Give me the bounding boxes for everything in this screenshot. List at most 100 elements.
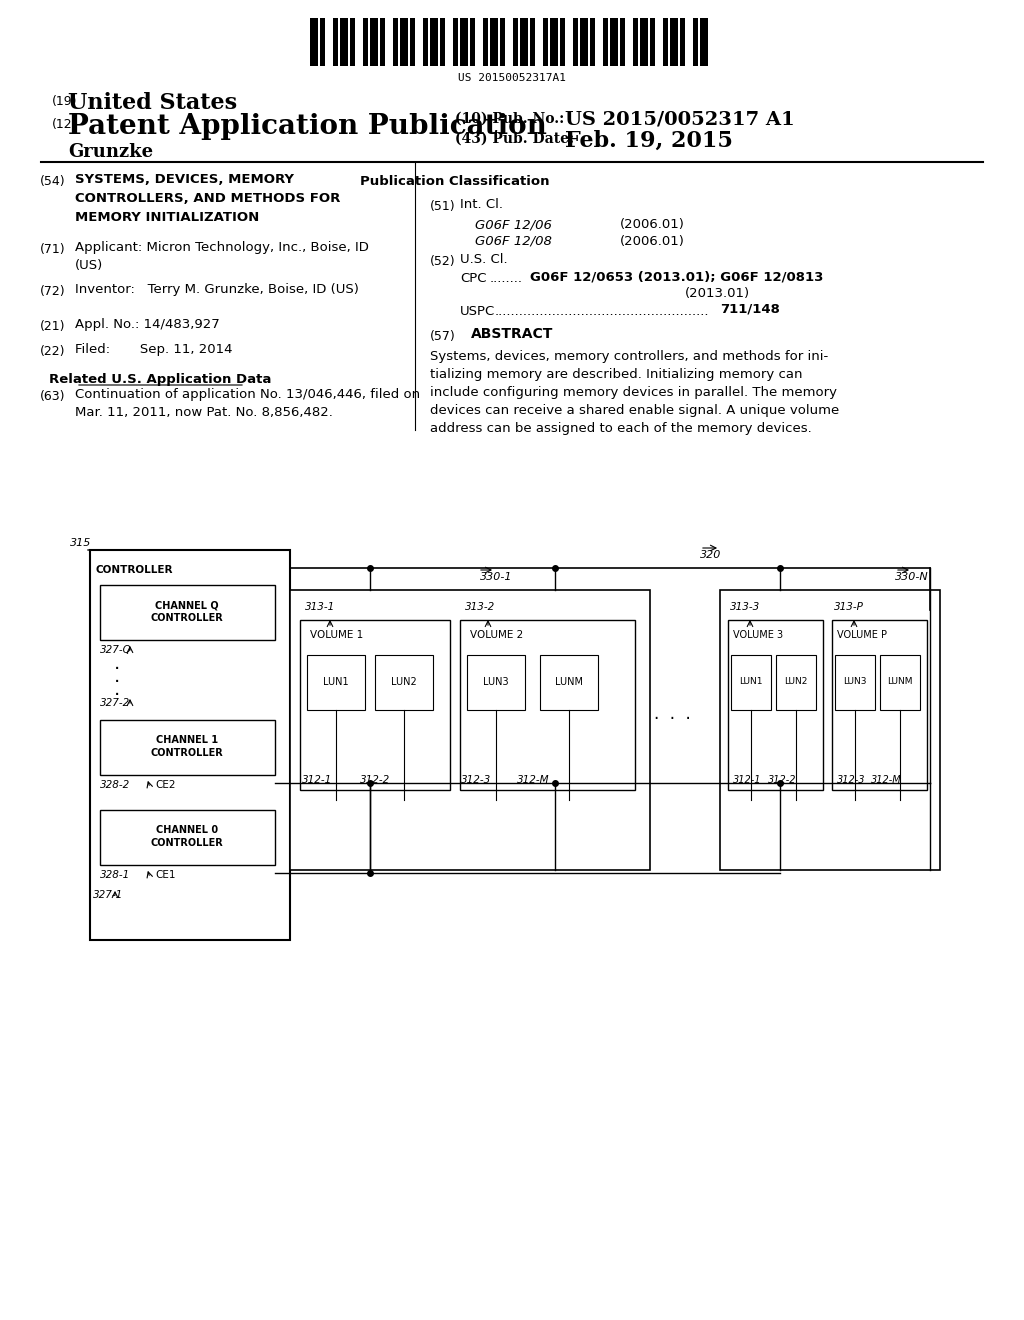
Text: Systems, devices, memory controllers, and methods for ini-
tializing memory are : Systems, devices, memory controllers, an… xyxy=(430,350,840,436)
Text: 312-M: 312-M xyxy=(870,775,901,785)
Text: LUNM: LUNM xyxy=(555,677,583,686)
Text: (12): (12) xyxy=(52,117,78,131)
Bar xyxy=(633,18,638,66)
Text: SYSTEMS, DEVICES, MEMORY
CONTROLLERS, AND METHODS FOR
MEMORY INITIALIZATION: SYSTEMS, DEVICES, MEMORY CONTROLLERS, AN… xyxy=(75,173,340,224)
Text: (22): (22) xyxy=(40,345,66,358)
Text: 330-1: 330-1 xyxy=(480,572,512,582)
Text: ·: · xyxy=(114,660,120,678)
Text: Filed:       Sep. 11, 2014: Filed: Sep. 11, 2014 xyxy=(75,343,232,356)
Text: (10) Pub. No.:: (10) Pub. No.: xyxy=(455,112,564,125)
Bar xyxy=(440,18,445,66)
FancyBboxPatch shape xyxy=(835,655,874,710)
Bar xyxy=(400,18,408,66)
Text: Related U.S. Application Data: Related U.S. Application Data xyxy=(49,374,271,385)
Text: 328-1: 328-1 xyxy=(100,870,130,880)
Bar xyxy=(482,18,487,66)
Bar xyxy=(580,18,588,66)
Text: 313-1: 313-1 xyxy=(305,602,335,612)
Bar xyxy=(470,18,475,66)
Text: CHANNEL 0: CHANNEL 0 xyxy=(156,825,218,836)
Text: ....................................................: ........................................… xyxy=(495,305,710,318)
Text: G06F 12/06: G06F 12/06 xyxy=(475,218,552,231)
Bar xyxy=(453,18,458,66)
Text: ........: ........ xyxy=(490,272,523,285)
Text: (2006.01): (2006.01) xyxy=(620,235,685,248)
FancyBboxPatch shape xyxy=(290,590,650,870)
Bar xyxy=(430,18,437,66)
Text: Publication Classification: Publication Classification xyxy=(360,176,550,187)
Text: LUN1: LUN1 xyxy=(324,677,349,686)
Text: G06F 12/08: G06F 12/08 xyxy=(475,235,552,248)
FancyBboxPatch shape xyxy=(467,655,525,710)
Text: US 20150052317A1: US 20150052317A1 xyxy=(458,73,566,83)
Text: LUNM: LUNM xyxy=(887,677,912,686)
Bar xyxy=(370,18,378,66)
Text: (2013.01): (2013.01) xyxy=(685,286,751,300)
FancyBboxPatch shape xyxy=(880,655,920,710)
Text: VOLUME P: VOLUME P xyxy=(837,630,887,640)
FancyBboxPatch shape xyxy=(375,655,433,710)
Bar xyxy=(663,18,668,66)
FancyBboxPatch shape xyxy=(307,655,365,710)
FancyBboxPatch shape xyxy=(90,550,290,940)
Text: CONTROLLER: CONTROLLER xyxy=(151,612,223,623)
Text: (63): (63) xyxy=(40,389,66,403)
Text: LUN3: LUN3 xyxy=(483,677,509,686)
Bar xyxy=(640,18,647,66)
Text: U.S. Cl.: U.S. Cl. xyxy=(460,253,508,267)
FancyBboxPatch shape xyxy=(728,620,823,789)
Text: LUN1: LUN1 xyxy=(739,677,763,686)
Text: (43) Pub. Date:: (43) Pub. Date: xyxy=(455,132,574,147)
Text: CHANNEL Q: CHANNEL Q xyxy=(156,601,219,610)
Text: Appl. No.: 14/483,927: Appl. No.: 14/483,927 xyxy=(75,318,220,331)
FancyBboxPatch shape xyxy=(831,620,927,789)
Text: 313-2: 313-2 xyxy=(465,602,496,612)
FancyBboxPatch shape xyxy=(460,620,635,789)
Text: 313-3: 313-3 xyxy=(730,602,760,612)
Bar xyxy=(392,18,397,66)
Bar xyxy=(550,18,557,66)
Bar xyxy=(340,18,347,66)
Bar xyxy=(512,18,517,66)
Text: (19): (19) xyxy=(52,95,78,108)
Text: ·: · xyxy=(114,686,120,705)
FancyBboxPatch shape xyxy=(100,810,275,865)
FancyBboxPatch shape xyxy=(720,590,940,870)
Bar xyxy=(520,18,527,66)
Text: VOLUME 1: VOLUME 1 xyxy=(310,630,364,640)
Bar xyxy=(380,18,385,66)
FancyBboxPatch shape xyxy=(776,655,816,710)
Text: CE2: CE2 xyxy=(155,780,175,789)
Text: Applicant: Micron Technology, Inc., Boise, ID
(US): Applicant: Micron Technology, Inc., Bois… xyxy=(75,242,369,272)
Text: CHANNEL 1: CHANNEL 1 xyxy=(156,735,218,744)
Bar xyxy=(610,18,617,66)
Bar xyxy=(500,18,505,66)
Bar xyxy=(530,18,535,66)
Bar xyxy=(333,18,338,66)
Text: (54): (54) xyxy=(40,176,66,187)
Bar xyxy=(410,18,415,66)
Text: (57): (57) xyxy=(430,330,456,343)
Bar xyxy=(680,18,685,66)
FancyBboxPatch shape xyxy=(100,719,275,775)
Text: ·  ·  ·: · · · xyxy=(653,710,690,729)
Text: 312-1: 312-1 xyxy=(302,775,332,785)
Text: 327-1: 327-1 xyxy=(93,890,123,900)
Text: (71): (71) xyxy=(40,243,66,256)
Text: 312-M: 312-M xyxy=(517,775,549,785)
Bar xyxy=(319,18,325,66)
Text: (52): (52) xyxy=(430,255,456,268)
Text: (72): (72) xyxy=(40,285,66,298)
Text: VOLUME 3: VOLUME 3 xyxy=(733,630,783,640)
Bar xyxy=(460,18,468,66)
Bar xyxy=(543,18,548,66)
Bar xyxy=(590,18,595,66)
Bar xyxy=(310,18,317,66)
Text: 328-2: 328-2 xyxy=(100,780,130,789)
Bar xyxy=(670,18,678,66)
Text: USPC: USPC xyxy=(460,305,496,318)
Text: US 2015/0052317 A1: US 2015/0052317 A1 xyxy=(565,111,795,129)
Text: LUN3: LUN3 xyxy=(843,677,866,686)
Bar xyxy=(350,18,355,66)
Text: 327-2: 327-2 xyxy=(100,698,130,708)
